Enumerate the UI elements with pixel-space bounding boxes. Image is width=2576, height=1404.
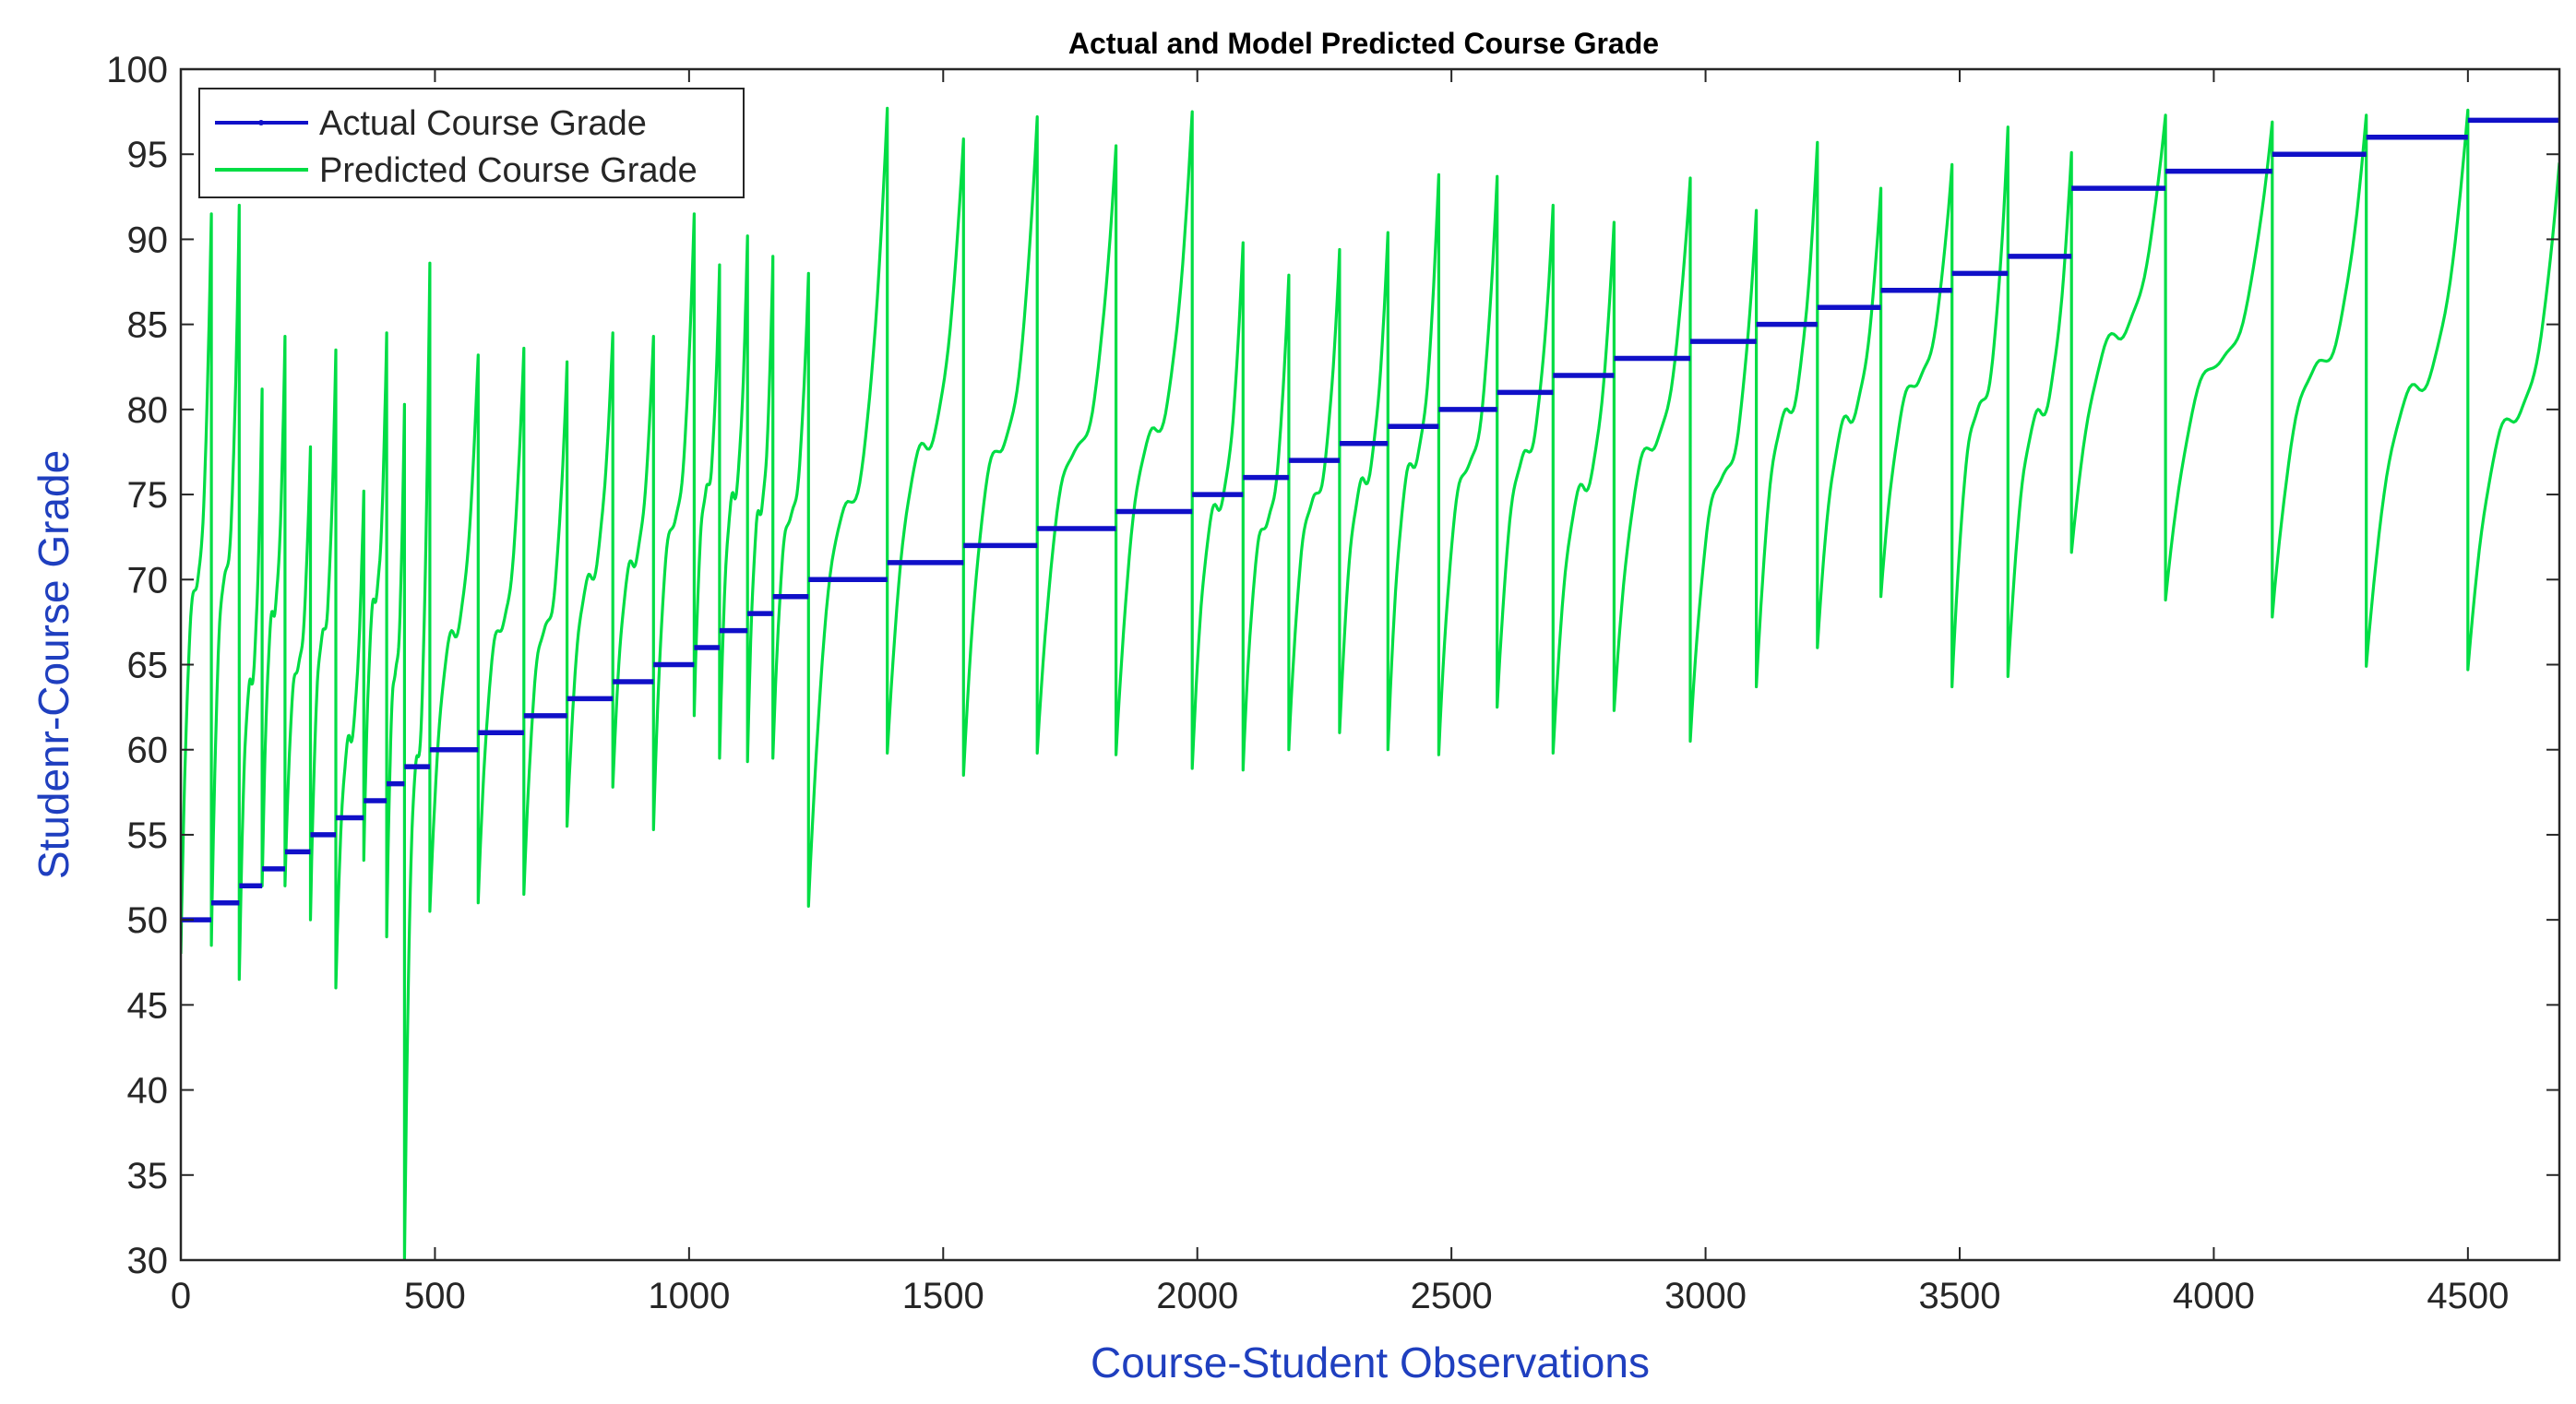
predicted-grade-line (181, 106, 2559, 1260)
x-tick-label: 500 (404, 1276, 466, 1316)
x-tick-label: 4500 (2427, 1276, 2509, 1316)
legend-box (198, 88, 745, 198)
y-tick-label: 80 (127, 390, 169, 431)
chart-title: Actual and Model Predicted Course Grade (1068, 27, 1659, 60)
y-tick-label: 70 (127, 560, 169, 601)
y-axis-label: Studenr-Course Grade (30, 450, 78, 879)
y-tick-label: 85 (127, 305, 169, 346)
legend-entry-actual: Actual Course Grade (319, 104, 647, 143)
y-tick-label: 65 (127, 646, 169, 686)
legend-entry-predicted: Predicted Course Grade (319, 151, 698, 190)
x-axis-label: Course-Student Observations (1091, 1339, 1650, 1386)
x-tick-label: 1000 (648, 1276, 730, 1316)
x-tick-label: 2000 (1156, 1276, 1238, 1316)
x-tick-label: 1500 (902, 1276, 984, 1316)
legend-marker-actual (258, 120, 264, 125)
y-tick-label: 35 (127, 1156, 169, 1196)
x-axis: 0 500 1000 1500 2000 2500 3000 3500 4000 4500 (171, 69, 2509, 1316)
y-tick-label: 45 (127, 985, 169, 1026)
y-tick-label: 50 (127, 900, 169, 941)
y-tick-label: 60 (127, 731, 169, 771)
legend: Actual Course Grade Predicted Course Gra… (198, 88, 745, 198)
y-tick-label: 100 (106, 50, 168, 90)
y-tick-label: 55 (127, 815, 169, 856)
x-tick-label: 0 (171, 1276, 191, 1316)
x-tick-label: 3500 (1918, 1276, 2000, 1316)
x-tick-label: 3000 (1664, 1276, 1747, 1316)
y-tick-label: 75 (127, 475, 169, 516)
y-tick-label: 95 (127, 135, 169, 175)
series-layer (181, 106, 2559, 1260)
y-tick-label: 90 (127, 220, 169, 260)
x-tick-label: 2500 (1411, 1276, 1493, 1316)
y-axis: 30 35 40 45 50 55 60 65 70 75 80 85 90 95 100 (106, 50, 2559, 1281)
x-tick-label: 4000 (2173, 1276, 2255, 1316)
y-tick-label: 30 (127, 1241, 169, 1281)
y-tick-label: 40 (127, 1071, 169, 1112)
